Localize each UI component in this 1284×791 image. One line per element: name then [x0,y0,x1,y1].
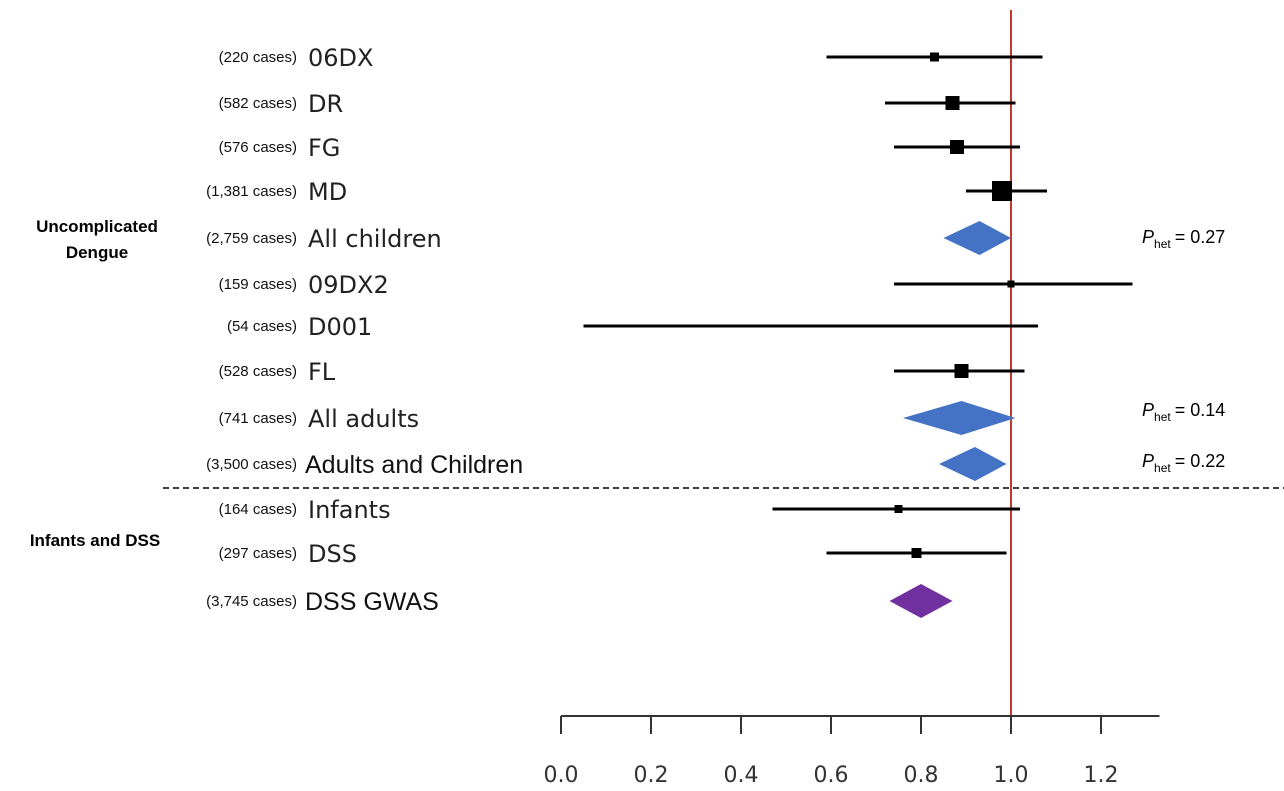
row-cases: (3,745 cases) [206,593,297,610]
row-label: DSS GWAS [305,588,439,616]
row-label: Adults and Children [305,451,523,479]
group-label-line: Dengue [66,243,128,262]
row-cases: (54 cases) [227,318,297,335]
summary-diamond [943,221,1011,255]
x-tick-label: 0.6 [814,763,849,788]
point-estimate-box [1007,280,1015,288]
row-label: Infants [308,496,391,524]
point-estimate-box [911,548,922,558]
row-cases: (159 cases) [219,276,297,293]
x-tick-label: 1.0 [994,763,1029,788]
point-estimate-box [930,52,939,62]
point-estimate-box [992,181,1012,201]
point-estimate-box [811,324,815,328]
row-09dx2: (159 cases) 09DX2 [219,271,1133,299]
row-dss-gwas: (3,745 cases) DSS GWAS [206,584,953,618]
heterogeneity-all-adults: Phet = 0.14 [1142,400,1225,424]
x-tick-label: 1.2 [1084,763,1119,788]
rows-layer: (220 cases) 06DX (582 cases) DR (576 cases) F… [206,44,1133,618]
heterogeneity-layer: Phet = 0.27 Phet = 0.14 Phet = 0.22 [1142,227,1225,475]
row-md: (1,381 cases) MD [206,178,1047,206]
row-cases: (741 cases) [219,410,297,427]
group-label-line: Uncomplicated [36,217,158,236]
row-label: FG [308,134,340,162]
group-label-line: Infants and DSS [30,531,160,550]
row-label: DSS [308,540,357,568]
point-estimate-box [954,364,969,378]
summary-diamond [903,401,1016,435]
row-cases: (582 cases) [219,95,297,112]
row-label: D001 [308,313,372,341]
row-label: 06DX [308,44,373,72]
heterogeneity-all-children: Phet = 0.27 [1142,227,1225,251]
row-cases: (1,381 cases) [206,183,297,200]
row-label: MD [308,178,347,206]
point-estimate-box [894,505,903,513]
group-label-uncomplicated: Uncomplicated Dengue [36,217,158,262]
x-axis: 0.0 0.2 0.4 0.6 0.8 1.0 1.2 [544,715,1160,788]
row-fl: (528 cases) FL [219,358,1025,386]
row-label: All adults [308,405,419,433]
row-label: All children [308,225,442,253]
row-all-children: (2,759 cases) All children [206,221,1011,255]
row-cases: (3,500 cases) [206,456,297,473]
row-label: DR [308,90,343,118]
row-d001: (54 cases) D001 [227,313,1038,341]
row-dss: (297 cases) DSS [219,540,1007,568]
row-cases: (576 cases) [219,139,297,156]
row-06dx: (220 cases) 06DX [219,44,1043,72]
x-tick-label: 0.4 [724,763,759,788]
row-infants: (164 cases) Infants [219,496,1020,524]
row-dr: (582 cases) DR [219,90,1016,118]
row-cases: (297 cases) [219,545,297,562]
row-cases: (164 cases) [219,501,297,518]
heterogeneity-adults-children: Phet = 0.22 [1142,451,1225,475]
summary-diamond [939,447,1007,481]
point-estimate-box [950,140,964,154]
x-tick-label: 0.0 [544,763,579,788]
x-tick-label: 0.2 [634,763,669,788]
group-label-infants: Infants and DSS [30,531,160,550]
x-tick-label: 0.8 [904,763,939,788]
row-label: FL [308,358,336,386]
row-cases: (2,759 cases) [206,230,297,247]
row-cases: (220 cases) [219,49,297,66]
row-fg: (576 cases) FG [219,134,1020,162]
row-adults-children: (3,500 cases) Adults and Children [206,447,1007,481]
row-all-adults: (741 cases) All adults [219,401,1016,435]
group-labels-layer: Uncomplicated Dengue Infants and DSS [30,217,160,550]
point-estimate-box [945,96,960,110]
summary-diamond [889,584,953,618]
row-cases: (528 cases) [219,363,297,380]
row-label: 09DX2 [308,271,389,299]
